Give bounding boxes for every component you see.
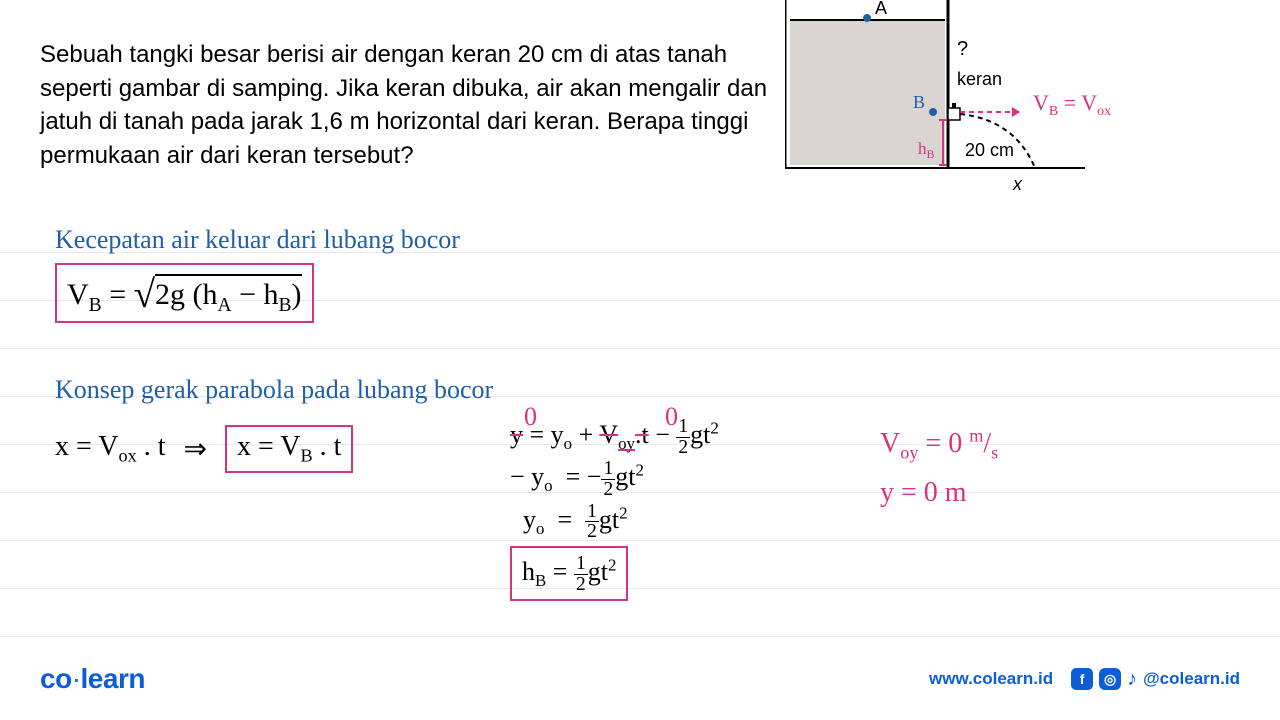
zero-over-y: 0 [524,397,537,437]
label-a: A [875,0,887,18]
y-line-4: hB = 12gt2 [510,546,719,600]
social-icons: f ◎ ♪ @colearn.id [1071,668,1240,691]
footer: co·learn www.colearn.id f ◎ ♪ @colearn.i… [40,663,1240,695]
note-voy: Voy = 0 m/s [880,420,998,469]
label-b: B [913,92,925,112]
label-question: ? [957,38,968,60]
label-keran: keran [957,69,1002,89]
label-x: x [1012,174,1023,194]
x-eq-1: x = Vox . t [55,431,165,467]
y-line-2: − yo = −12gt2 [510,457,719,499]
problem-statement: Sebuah tangki besar berisi air dengan ke… [40,38,780,172]
formula-vb-box: VB = √2g (hA − hB) [55,263,314,323]
brand-part2: learn [81,663,145,694]
social-handle: @colearn.id [1143,669,1240,689]
heading-parabola: Konsep gerak parabola pada lubang bocor [55,375,493,405]
voyt-struck: Voy.t [599,420,648,449]
note-y: y = 0 m [880,469,998,517]
tiktok-icon[interactable]: ♪ [1127,668,1137,691]
radicand: 2g (hA − hB) [155,274,302,317]
label-20cm: 20 cm [965,140,1014,160]
instagram-icon[interactable]: ◎ [1099,668,1121,690]
point-b [929,108,937,116]
y-equations: 0 0 y = yo + Voy.t − 12gt2 − yo = −12gt2… [510,415,719,601]
point-a [863,14,871,22]
x-equations: x = Vox . t ⇒ x = VB . t [55,425,353,473]
brand-dot: · [72,663,81,694]
brand-logo: co·learn [40,663,145,695]
tank-diagram: A ? keran B hB 20 cm x VB = Vox [785,0,1085,200]
y-struck: y [510,420,523,449]
footer-url[interactable]: www.colearn.id [929,669,1053,689]
x-eq-2-box: x = VB . t [225,425,353,473]
facebook-icon[interactable]: f [1071,668,1093,690]
hb-result-box: hB = 12gt2 [510,546,628,600]
heading-velocity: Kecepatan air keluar dari lubang bocor [55,225,460,255]
zero-over-voy: 0 [665,397,678,437]
faucet-top [952,103,956,108]
y-line-3: yo = 12gt2 [510,500,719,542]
formula-vb: VB = √2g (hA − hB) [55,263,314,323]
side-notes: Voy = 0 m/s y = 0 m [880,420,998,516]
y-line-1: 0 0 y = yo + Voy.t − 12gt2 [510,415,719,457]
label-vb-vox: VB = Vox [1033,90,1111,119]
arrow-implies: ⇒ [183,432,206,466]
faucet [948,108,960,120]
brand-part1: co [40,663,72,694]
velocity-arrow-head [1012,107,1020,117]
